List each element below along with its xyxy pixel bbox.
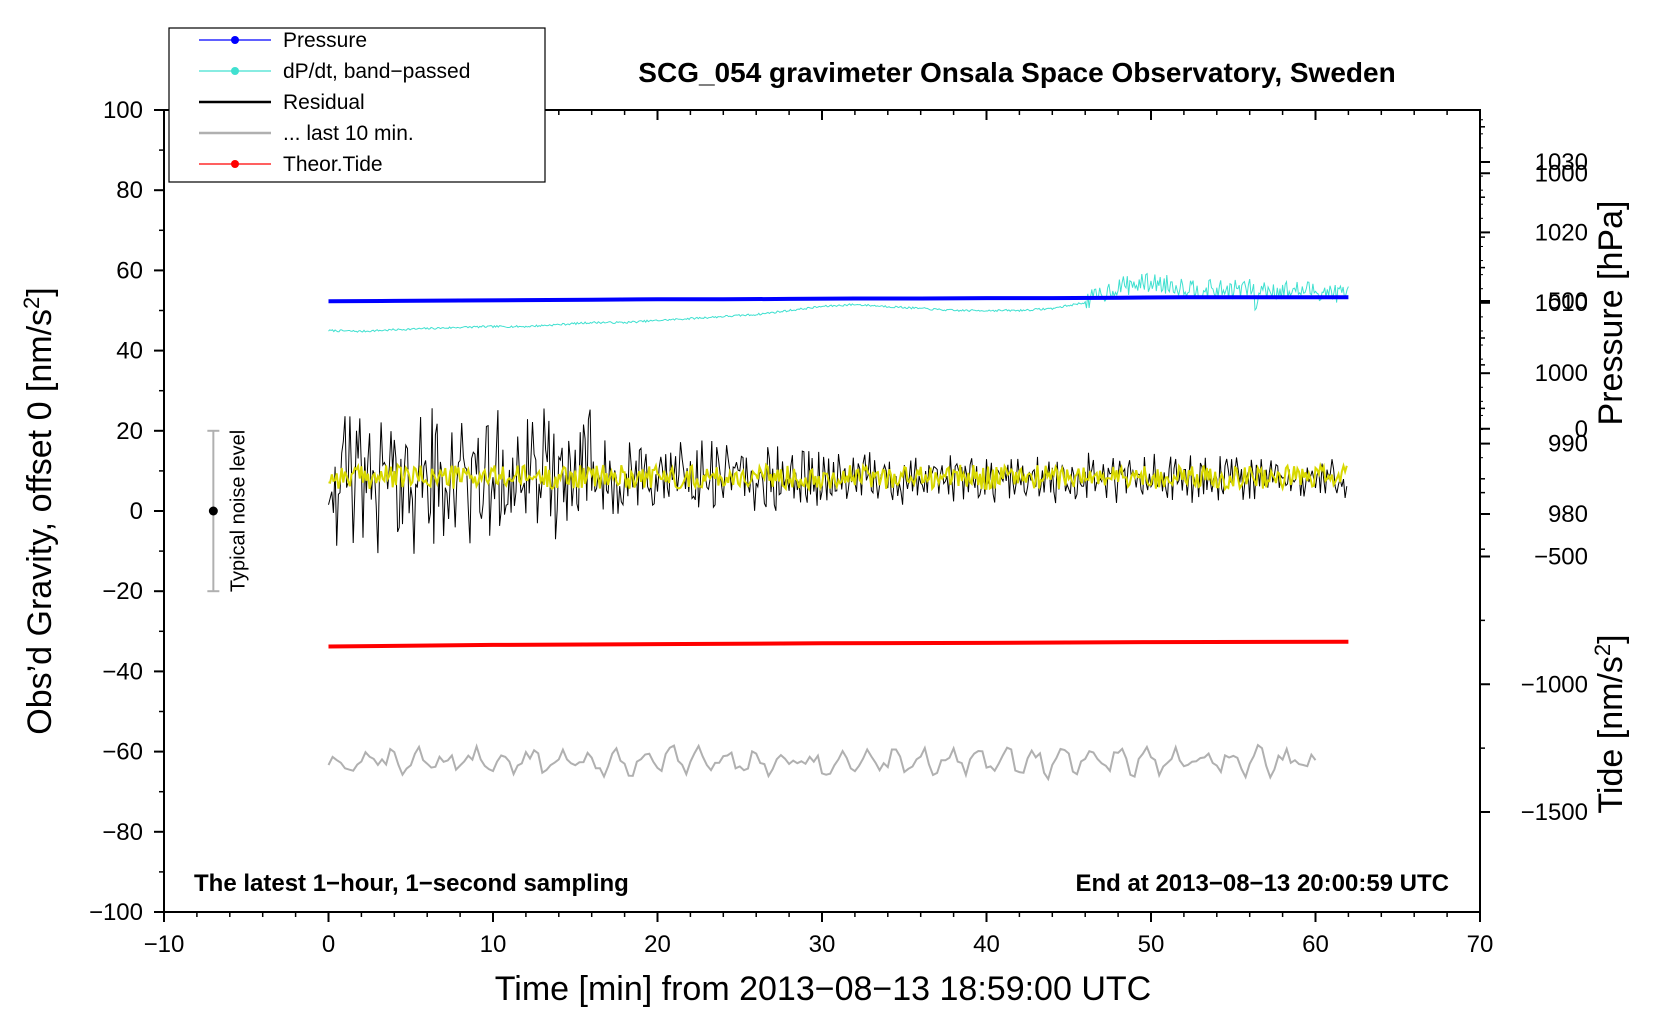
legend-label: dP/dt, band−passed — [283, 60, 470, 83]
legend-entries: Pressure dP/dt, band−passed Residual ... la… — [199, 29, 470, 176]
legend-marker — [231, 67, 239, 75]
x-tick-label: 30 — [809, 931, 836, 958]
legend-item: Theor.Tide — [199, 153, 383, 176]
x-tick-label: 10 — [480, 931, 507, 958]
y2-tick-label: 1020 — [1535, 219, 1588, 246]
y2-tick-label: 980 — [1548, 501, 1588, 528]
y-tick-label: −20 — [102, 578, 143, 605]
x-tick-label: 40 — [973, 931, 1000, 958]
y3-axis-title-main: Tide [nm/s — [1592, 656, 1630, 813]
y2-tick-label: 1030 — [1535, 149, 1588, 176]
legend-label: Pressure — [283, 29, 367, 52]
legend-item: Pressure — [199, 29, 367, 52]
y-axis-title: Obs’d Gravity, offset 0 [nm/s2] — [19, 287, 60, 734]
y3-tick-label: −500 — [1534, 544, 1588, 571]
legend-item: dP/dt, band−passed — [199, 60, 470, 83]
y3-tick-label: 0 — [1575, 416, 1588, 443]
y-axis-title-end: ] — [21, 287, 59, 296]
y-tick-label: −40 — [102, 658, 143, 685]
legend-marker — [231, 36, 239, 44]
noise-bar-label: Typical noise level — [227, 430, 249, 592]
legend-box — [168, 27, 546, 183]
x-tick-label: 60 — [1302, 931, 1329, 958]
y2-axis-title: Pressure [hPa] — [1592, 201, 1630, 426]
y-axis-title-main: Obs’d Gravity, offset 0 [nm/s — [21, 309, 59, 735]
legend-label: ... last 10 min. — [283, 122, 414, 145]
legend: Pressure dP/dt, band−passed Residual ... la… — [168, 27, 546, 183]
legend-item: ... last 10 min. — [199, 122, 414, 145]
end-time-note: End at 2013−08−13 20:00:59 UTC — [1075, 870, 1449, 897]
noise-bar-center-dot — [208, 506, 218, 516]
x-tick-label: 20 — [644, 931, 671, 958]
y-tick-label: 60 — [116, 257, 143, 284]
y-tick-label: −60 — [102, 739, 143, 766]
data-layer — [327, 272, 1349, 782]
legend-marker — [231, 160, 239, 168]
y3-tick-label: 500 — [1548, 288, 1588, 315]
x-tick-label: 50 — [1138, 931, 1165, 958]
theor-tide-series-line — [328, 639, 1349, 649]
ticks-layer: −10 0 10 20 30 40 50 60 70−100−80−60−40−20020406… — [89, 97, 1588, 958]
y-tick-label: 40 — [116, 338, 143, 365]
y3-axis-title-end: ] — [1592, 634, 1630, 643]
pressure-series-line — [328, 295, 1349, 304]
y-tick-label: −100 — [89, 899, 143, 926]
y-tick-label: −80 — [102, 819, 143, 846]
y3-tick-label: 1000 — [1535, 160, 1588, 187]
dpdt-series-line — [328, 272, 1349, 333]
y3-tick-label: −1000 — [1521, 671, 1588, 698]
x-axis-title: Time [min] from 2013−08−13 18:59:00 UTC — [495, 970, 1151, 1008]
y2-tick-label: 1010 — [1535, 290, 1588, 317]
legend-label: Theor.Tide — [283, 153, 383, 176]
y-tick-label: 100 — [103, 97, 143, 124]
y-tick-label: 80 — [116, 177, 143, 204]
y-tick-label: 20 — [116, 418, 143, 445]
y3-axis-title: Tide [nm/s2] — [1590, 634, 1631, 813]
legend-item: Residual — [199, 91, 365, 114]
legend-label: Residual — [283, 91, 365, 114]
y2-tick-label: 990 — [1548, 431, 1588, 458]
x-tick-label: 70 — [1467, 931, 1494, 958]
y3-axis-title-sup: 2 — [1590, 644, 1615, 656]
y2-tick-label: 1000 — [1535, 360, 1588, 387]
noise-bar: Typical noise level — [207, 429, 249, 593]
y-axis-title-sup: 2 — [19, 297, 44, 309]
last-10-min-series-line — [327, 743, 1317, 782]
x-tick-label: −10 — [144, 931, 185, 958]
x-tick-label: 0 — [322, 931, 335, 958]
residual-smoothed-series-line — [328, 461, 1348, 493]
y-tick-label: 0 — [130, 498, 143, 525]
chart-title: SCG_054 gravimeter Onsala Space Observat… — [638, 57, 1395, 88]
y3-tick-label: −1500 — [1521, 799, 1588, 826]
sampling-note: The latest 1−hour, 1−second sampling — [194, 870, 629, 897]
